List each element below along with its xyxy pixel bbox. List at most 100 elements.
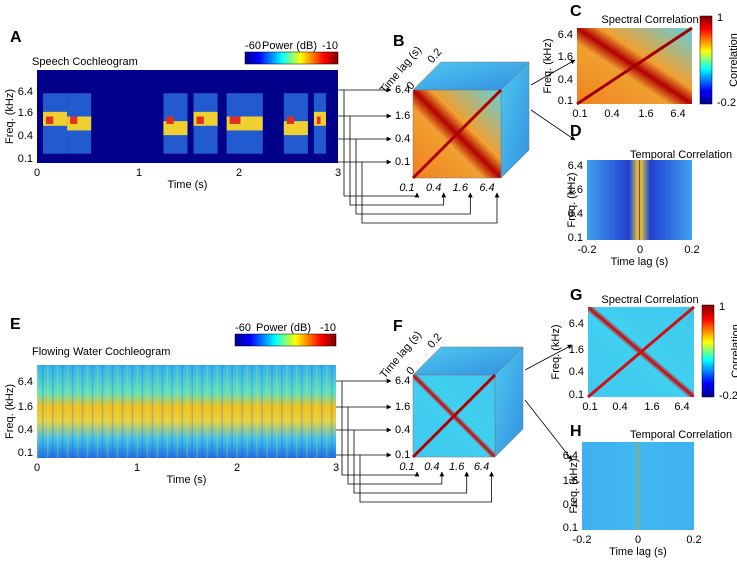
heatmap-detail [146,365,149,458]
y-axis-label: Freq. (kHz) [550,325,562,380]
heatmap-detail [171,365,174,458]
heatmap-detail [316,365,318,458]
x-tick-label: 2 [236,167,242,179]
x-axis-label: Time (s) [168,179,208,191]
colorbar-label: Power (dB) [262,40,317,52]
heatmap-detail [86,365,89,458]
x-tick-label: -0.2 [573,534,592,546]
heatmap-detail [141,365,144,458]
colorbar-min: -60 [235,322,251,334]
connector [359,455,494,503]
panel-title: Flowing Water Cochleogram [32,346,170,358]
x-tick-label: 1 [136,167,142,179]
arrow [524,344,573,371]
col-tick-label: 6.4 [474,461,489,473]
panel-title: Speech Cochleogram [32,56,138,68]
x-tick-label: 0 [635,534,641,546]
heatmap-detail [311,365,313,458]
colorbar [244,51,339,65]
row-tick-label: 6.4 [395,375,410,387]
heatmap-detail [196,365,198,458]
arrow [524,399,573,461]
heatmap-detail [166,365,169,458]
heatmap-detail [286,116,295,124]
colorbar-label: Correlation [730,324,737,378]
row-tick-label: 0.1 [395,156,410,168]
y-tick-label: 1.6 [18,107,33,119]
x-axis-label: Time lag (s) [609,546,667,558]
heatmap [587,160,692,240]
col-tick-label: 0.4 [424,461,439,473]
y-tick-label: 0.1 [569,389,584,401]
heatmap-detail [66,365,69,458]
connector [347,407,445,485]
heatmap-detail [216,365,218,458]
heatmap-detail [116,365,119,458]
colorbar-label: Power (dB) [256,322,311,334]
y-tick-label: 0.4 [18,130,33,142]
panel-letter: D [570,123,582,140]
x-tick-label: 6.4 [674,401,689,413]
heatmap-detail [291,365,293,458]
heatmap-detail [70,116,78,124]
heatmap-detail [206,365,208,458]
heatmap-detail [56,365,59,458]
row-tick-label: 0.1 [395,449,410,461]
col-tick-label: 1.6 [453,182,469,194]
y-axis-label: Freq. (kHz) [4,89,16,144]
heatmap-detail [46,116,54,124]
heatmap-detail [106,365,109,458]
y-tick-label: 6.4 [568,160,583,172]
y-tick-label: 6.4 [569,318,584,330]
heatmap-detail [229,116,241,124]
heatmap-detail [246,365,248,458]
row-tick-label: 0.4 [395,424,410,436]
heatmap-detail [46,365,49,458]
connector [349,116,447,206]
heatmap-detail [111,365,114,458]
heatmap-detail [221,365,223,458]
panel-letter: A [10,29,22,46]
heatmap-detail [576,26,693,106]
x-tick-label: 3 [333,462,339,474]
y-axis-label: Freq. (kHz) [566,173,578,228]
arrow [530,109,576,141]
heatmap-detail [76,365,79,458]
heatmap-detail [587,305,695,399]
y-tick-label: 1.6 [563,475,578,487]
heatmap-detail [283,121,308,136]
arrow [530,59,576,86]
y-axis-label: Freq. (kHz) [542,39,554,94]
x-tick-label: 1 [134,462,140,474]
heatmap-detail [181,365,184,458]
heatmap-detail [41,365,44,458]
y-tick-label: 0.1 [18,447,33,459]
heatmap-detail [91,365,94,458]
panel-letter: B [393,33,405,50]
col-tick-label: 1.6 [449,461,465,473]
heatmap-detail [151,365,154,458]
heatmap-detail [266,365,268,458]
heatmap-detail [163,121,188,136]
y-tick-label: 0.4 [569,366,584,378]
cube-diagonal [411,88,503,180]
heatmap-detail [306,365,308,458]
x-tick-label: 0 [637,244,643,256]
y-tick-label: 0.1 [558,95,573,107]
x-tick-label: 0.2 [684,244,699,256]
heatmap-detail [81,365,84,458]
x-tick-label: 1.6 [644,401,659,413]
heatmap-detail [251,365,253,458]
y-tick-label: 1.6 [18,401,33,413]
heatmap-detail [226,365,228,458]
heatmap [582,442,694,530]
row-tick-label: 1.6 [395,110,410,122]
x-tick-label: 1.6 [638,108,653,120]
heatmap-detail [131,365,134,458]
heatmap-detail [196,116,204,124]
heatmap-detail [37,365,39,458]
col-tick-label: 0.1 [399,461,414,473]
col-tick-label: 0.4 [426,182,441,194]
heatmap-detail [256,365,258,458]
